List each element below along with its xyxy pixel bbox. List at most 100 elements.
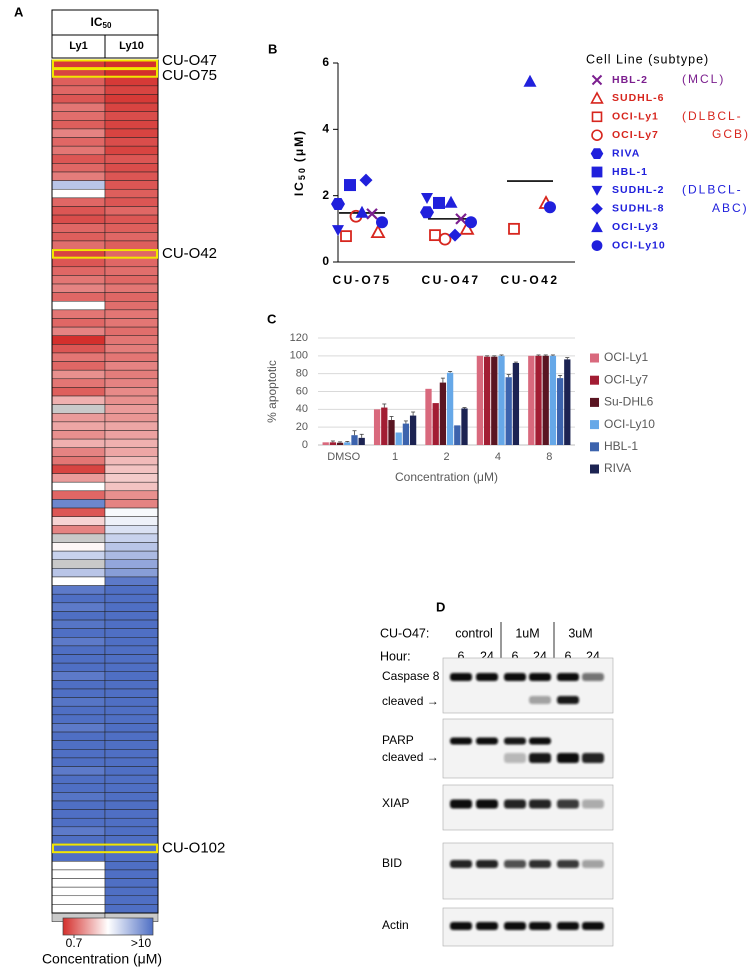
heat-cell	[51, 395, 106, 405]
heat-cell	[51, 723, 106, 733]
band	[504, 737, 526, 745]
heat-cell	[104, 154, 159, 164]
heat-cell	[104, 413, 159, 423]
heat-cell	[104, 395, 159, 405]
x-tick-label: CU-O75	[332, 273, 391, 287]
error-bar	[565, 357, 570, 360]
row-label: CU-O102	[162, 839, 225, 856]
treatment: 3uM	[568, 626, 592, 640]
row-label: CU-O75	[162, 67, 217, 84]
y-axis-label: % apoptotic	[265, 360, 279, 423]
error-bar	[403, 420, 408, 424]
bar	[358, 437, 365, 445]
y-tick-label: 120	[290, 332, 308, 344]
legend-marker	[591, 166, 603, 178]
heat-cell	[104, 232, 159, 242]
band	[450, 860, 472, 868]
heat-cell	[51, 481, 106, 492]
bar	[542, 355, 549, 445]
hour: 6	[458, 649, 465, 663]
heat-cell	[104, 85, 159, 95]
band	[582, 753, 604, 763]
legend-label: SUDHL-6	[612, 92, 665, 104]
heat-cell	[51, 318, 106, 328]
legend-label: HBL-2	[612, 74, 648, 86]
dot	[544, 201, 556, 214]
heat-cell	[51, 361, 106, 371]
x-tick-label: 1	[392, 451, 398, 463]
heat-cell	[104, 188, 159, 199]
blot-frame	[442, 842, 614, 900]
heat-cell	[104, 490, 159, 500]
legend-label: HBL-1	[612, 166, 648, 178]
bar	[491, 356, 498, 445]
heat-cell	[104, 817, 159, 828]
dot	[359, 173, 373, 187]
heat-cell	[104, 464, 159, 474]
heat-cell	[104, 766, 159, 776]
heat-cell	[51, 705, 106, 716]
heat-cell	[104, 826, 159, 836]
highlight-box	[52, 249, 158, 259]
heat-cell	[104, 550, 159, 560]
heat-cell	[104, 275, 159, 285]
heat-cell	[51, 731, 106, 741]
heat-cell	[104, 94, 159, 104]
dot	[344, 179, 356, 192]
bar	[373, 409, 381, 445]
band	[529, 673, 551, 681]
heat-cell	[51, 619, 106, 629]
error-bar	[506, 374, 511, 378]
heat-cell	[104, 602, 159, 612]
error-bar	[440, 377, 445, 383]
heat-cell	[104, 361, 159, 371]
dot	[332, 225, 344, 237]
dot	[508, 222, 520, 235]
heat-cell	[51, 852, 106, 862]
bar	[535, 355, 542, 445]
heat-cell	[51, 120, 106, 130]
heat-cell	[104, 611, 159, 621]
heat-cell	[51, 301, 106, 311]
x-tick-label: 8	[546, 451, 552, 463]
heat-cell	[51, 473, 106, 483]
bar	[461, 408, 468, 445]
band	[476, 860, 498, 868]
band	[557, 799, 579, 809]
heat-cell	[104, 861, 159, 871]
colorbar	[62, 917, 154, 936]
heat-cell	[51, 145, 106, 156]
heat-cell	[104, 731, 159, 741]
heat-cell	[51, 869, 106, 879]
band	[529, 860, 551, 868]
heat-cell	[51, 188, 106, 199]
heat-cell	[51, 85, 106, 95]
heat-cell	[51, 352, 106, 362]
treatment: control	[455, 626, 493, 640]
heat-cell	[104, 387, 159, 397]
band	[557, 860, 579, 868]
heat-cell	[104, 369, 159, 380]
missing-cell	[51, 559, 106, 569]
dot	[366, 208, 378, 220]
x-tick-label: 4	[495, 451, 501, 463]
blot-label: Caspase 8	[382, 669, 440, 683]
colorbar-tick-label: >10	[131, 936, 152, 950]
legend-marker	[590, 91, 604, 104]
heat-cell	[51, 593, 106, 604]
legend-label: OCI-Ly7	[604, 372, 649, 386]
legend-swatch	[590, 464, 599, 474]
column-label: Ly1	[69, 40, 88, 52]
heat-cell	[104, 292, 159, 302]
legend-marker	[591, 202, 603, 215]
heat-cell	[51, 344, 106, 354]
error-bar	[448, 371, 453, 373]
bar	[425, 388, 432, 445]
legend-label: RIVA	[604, 461, 631, 475]
bar	[388, 420, 395, 445]
error-bar	[513, 361, 518, 363]
heat-cell	[104, 835, 159, 845]
treatment-label: CU-O47:	[380, 626, 429, 640]
heat-cell	[104, 662, 159, 672]
error-bar	[330, 440, 335, 443]
